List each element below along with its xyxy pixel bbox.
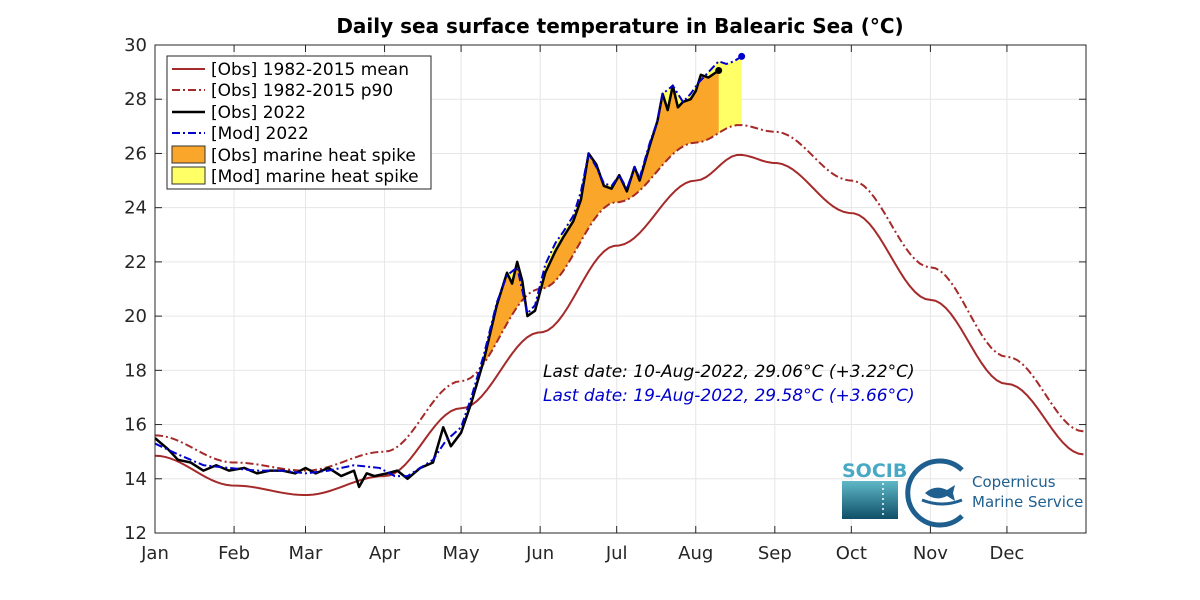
series-lines [154, 52, 1084, 497]
legend-label-mean: [Obs] 1982-2015 mean [211, 60, 409, 80]
x-tick-label-aug: Aug [678, 543, 713, 564]
obs-heat-spike-fill [155, 70, 719, 471]
y-tick-label: 16 [124, 415, 147, 436]
mean-line [154, 153, 1084, 497]
x-tick-label-oct: Oct [836, 543, 867, 564]
socib-logo: SOCIB [842, 460, 907, 519]
chart-title: Daily sea surface temperature in Baleari… [336, 14, 903, 38]
socib-logo-text: SOCIB [842, 460, 907, 482]
copernicus-logo-line1: Copernicus [972, 473, 1056, 491]
y-tick-label: 26 [124, 143, 147, 164]
legend-label-p90: [Obs] 1982-2015 p90 [211, 81, 393, 101]
x-tick-label-apr: Apr [369, 543, 401, 564]
legend-box [166, 55, 432, 190]
legend-label-obs: [Obs] 2022 [211, 103, 306, 123]
x-tick-label-jan: Jan [140, 543, 169, 564]
x-tick-label-may: May [442, 543, 480, 564]
y-tick-label: 30 [124, 35, 147, 56]
fish-icon [925, 485, 955, 501]
x-tick-label-sep: Sep [758, 543, 792, 564]
annotation-obs: Last date: 10-Aug-2022, 29.06°C (+3.22°C… [543, 362, 915, 382]
obs-last-point [715, 66, 723, 74]
heat-spike-fills [155, 56, 742, 471]
x-tick-label-mar: Mar [289, 543, 324, 564]
annotation-mod: Last date: 19-Aug-2022, 29.58°C (+3.66°C… [543, 386, 915, 406]
mod-2022-line [154, 55, 743, 478]
legend-label-mod: [Mod] 2022 [211, 124, 309, 144]
x-tick-label-feb: Feb [218, 543, 250, 564]
y-tick-label: 28 [124, 89, 147, 110]
x-tick-label-jul: Jul [605, 543, 628, 564]
copernicus-logo: Copernicus Marine Service [905, 458, 1083, 528]
y-tick-label: 22 [124, 252, 147, 273]
legend-label-mod-spike: [Mod] marine heat spike [211, 167, 419, 187]
legend-swatch-obs-spike [171, 145, 206, 164]
ticks: Jan Feb Mar Apr May Jun Jul Aug Sep Oct Nov Dec 12 14… [124, 35, 1086, 564]
plot-frame [154, 44, 1087, 534]
mod-last-point [738, 52, 746, 60]
legend: [Obs] 1982-2015 mean [Obs] 1982-2015 p90… [166, 55, 432, 190]
x-tick-label-dec: Dec [990, 543, 1025, 564]
copernicus-logo-line2: Marine Service [972, 493, 1083, 511]
x-tick-label-nov: Nov [913, 543, 948, 564]
y-tick-label: 24 [124, 198, 147, 219]
y-tick-label: 14 [124, 469, 147, 490]
x-tick-label-jun: Jun [525, 543, 554, 564]
y-tick-label: 18 [124, 360, 147, 381]
legend-label-obs-spike: [Obs] marine heat spike [211, 146, 416, 166]
y-tick-label: 12 [124, 523, 147, 544]
y-tick-label: 20 [124, 306, 147, 327]
legend-swatch-mod-spike [171, 166, 206, 185]
